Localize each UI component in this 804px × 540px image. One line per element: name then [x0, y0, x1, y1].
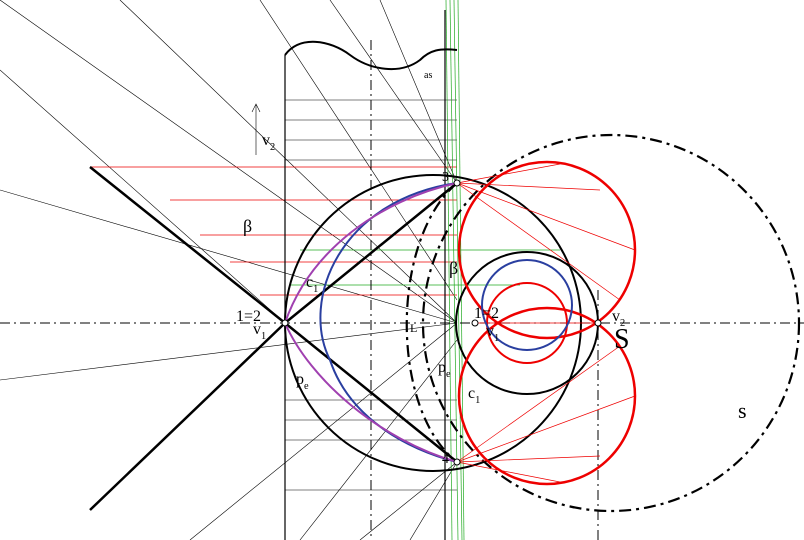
label: s	[738, 398, 747, 423]
label-text: v	[486, 323, 494, 340]
label-text: 3	[442, 170, 449, 185]
label-text: L	[410, 321, 417, 335]
label: v1	[253, 321, 266, 342]
label: β	[449, 258, 458, 278]
label-text: v	[253, 321, 261, 338]
label: pe	[296, 371, 309, 392]
label: v2	[612, 308, 625, 329]
label-text: v	[262, 132, 270, 149]
label: L	[410, 321, 417, 335]
label: S	[614, 324, 630, 355]
label-text: v	[612, 308, 620, 325]
label-text: c	[306, 274, 313, 291]
label-subscript: 1	[261, 331, 266, 342]
label-text: 1=2	[474, 305, 499, 322]
label-subscript: 1	[494, 333, 499, 344]
label: 1=2	[474, 305, 499, 322]
label: c1	[468, 385, 480, 406]
label-subscript: e	[446, 369, 451, 380]
label-text: S	[614, 324, 630, 355]
label-text: s	[738, 398, 747, 423]
label-text: p	[296, 371, 304, 388]
label-subscript: 1	[475, 395, 480, 406]
label: c1	[306, 274, 318, 295]
label-text: 1=2	[236, 308, 261, 325]
label-subscript: 1	[313, 284, 318, 295]
label: v2	[262, 132, 275, 153]
label-subscript: 2	[620, 318, 625, 329]
label-text: c	[468, 385, 475, 402]
label-text: 4	[442, 452, 449, 467]
label: pe	[438, 359, 451, 380]
label: 4	[442, 452, 449, 467]
label: v1	[486, 323, 499, 344]
label: β	[243, 216, 252, 236]
label-subscript: e	[304, 381, 309, 392]
label-text: β	[243, 216, 252, 236]
label-text: β	[449, 258, 458, 278]
label-text: p	[438, 359, 446, 376]
label-subscript: 2	[270, 142, 275, 153]
label-text: as	[424, 70, 432, 81]
label: as	[424, 70, 432, 81]
label: 1=2	[236, 308, 261, 325]
label: 3	[442, 170, 449, 185]
